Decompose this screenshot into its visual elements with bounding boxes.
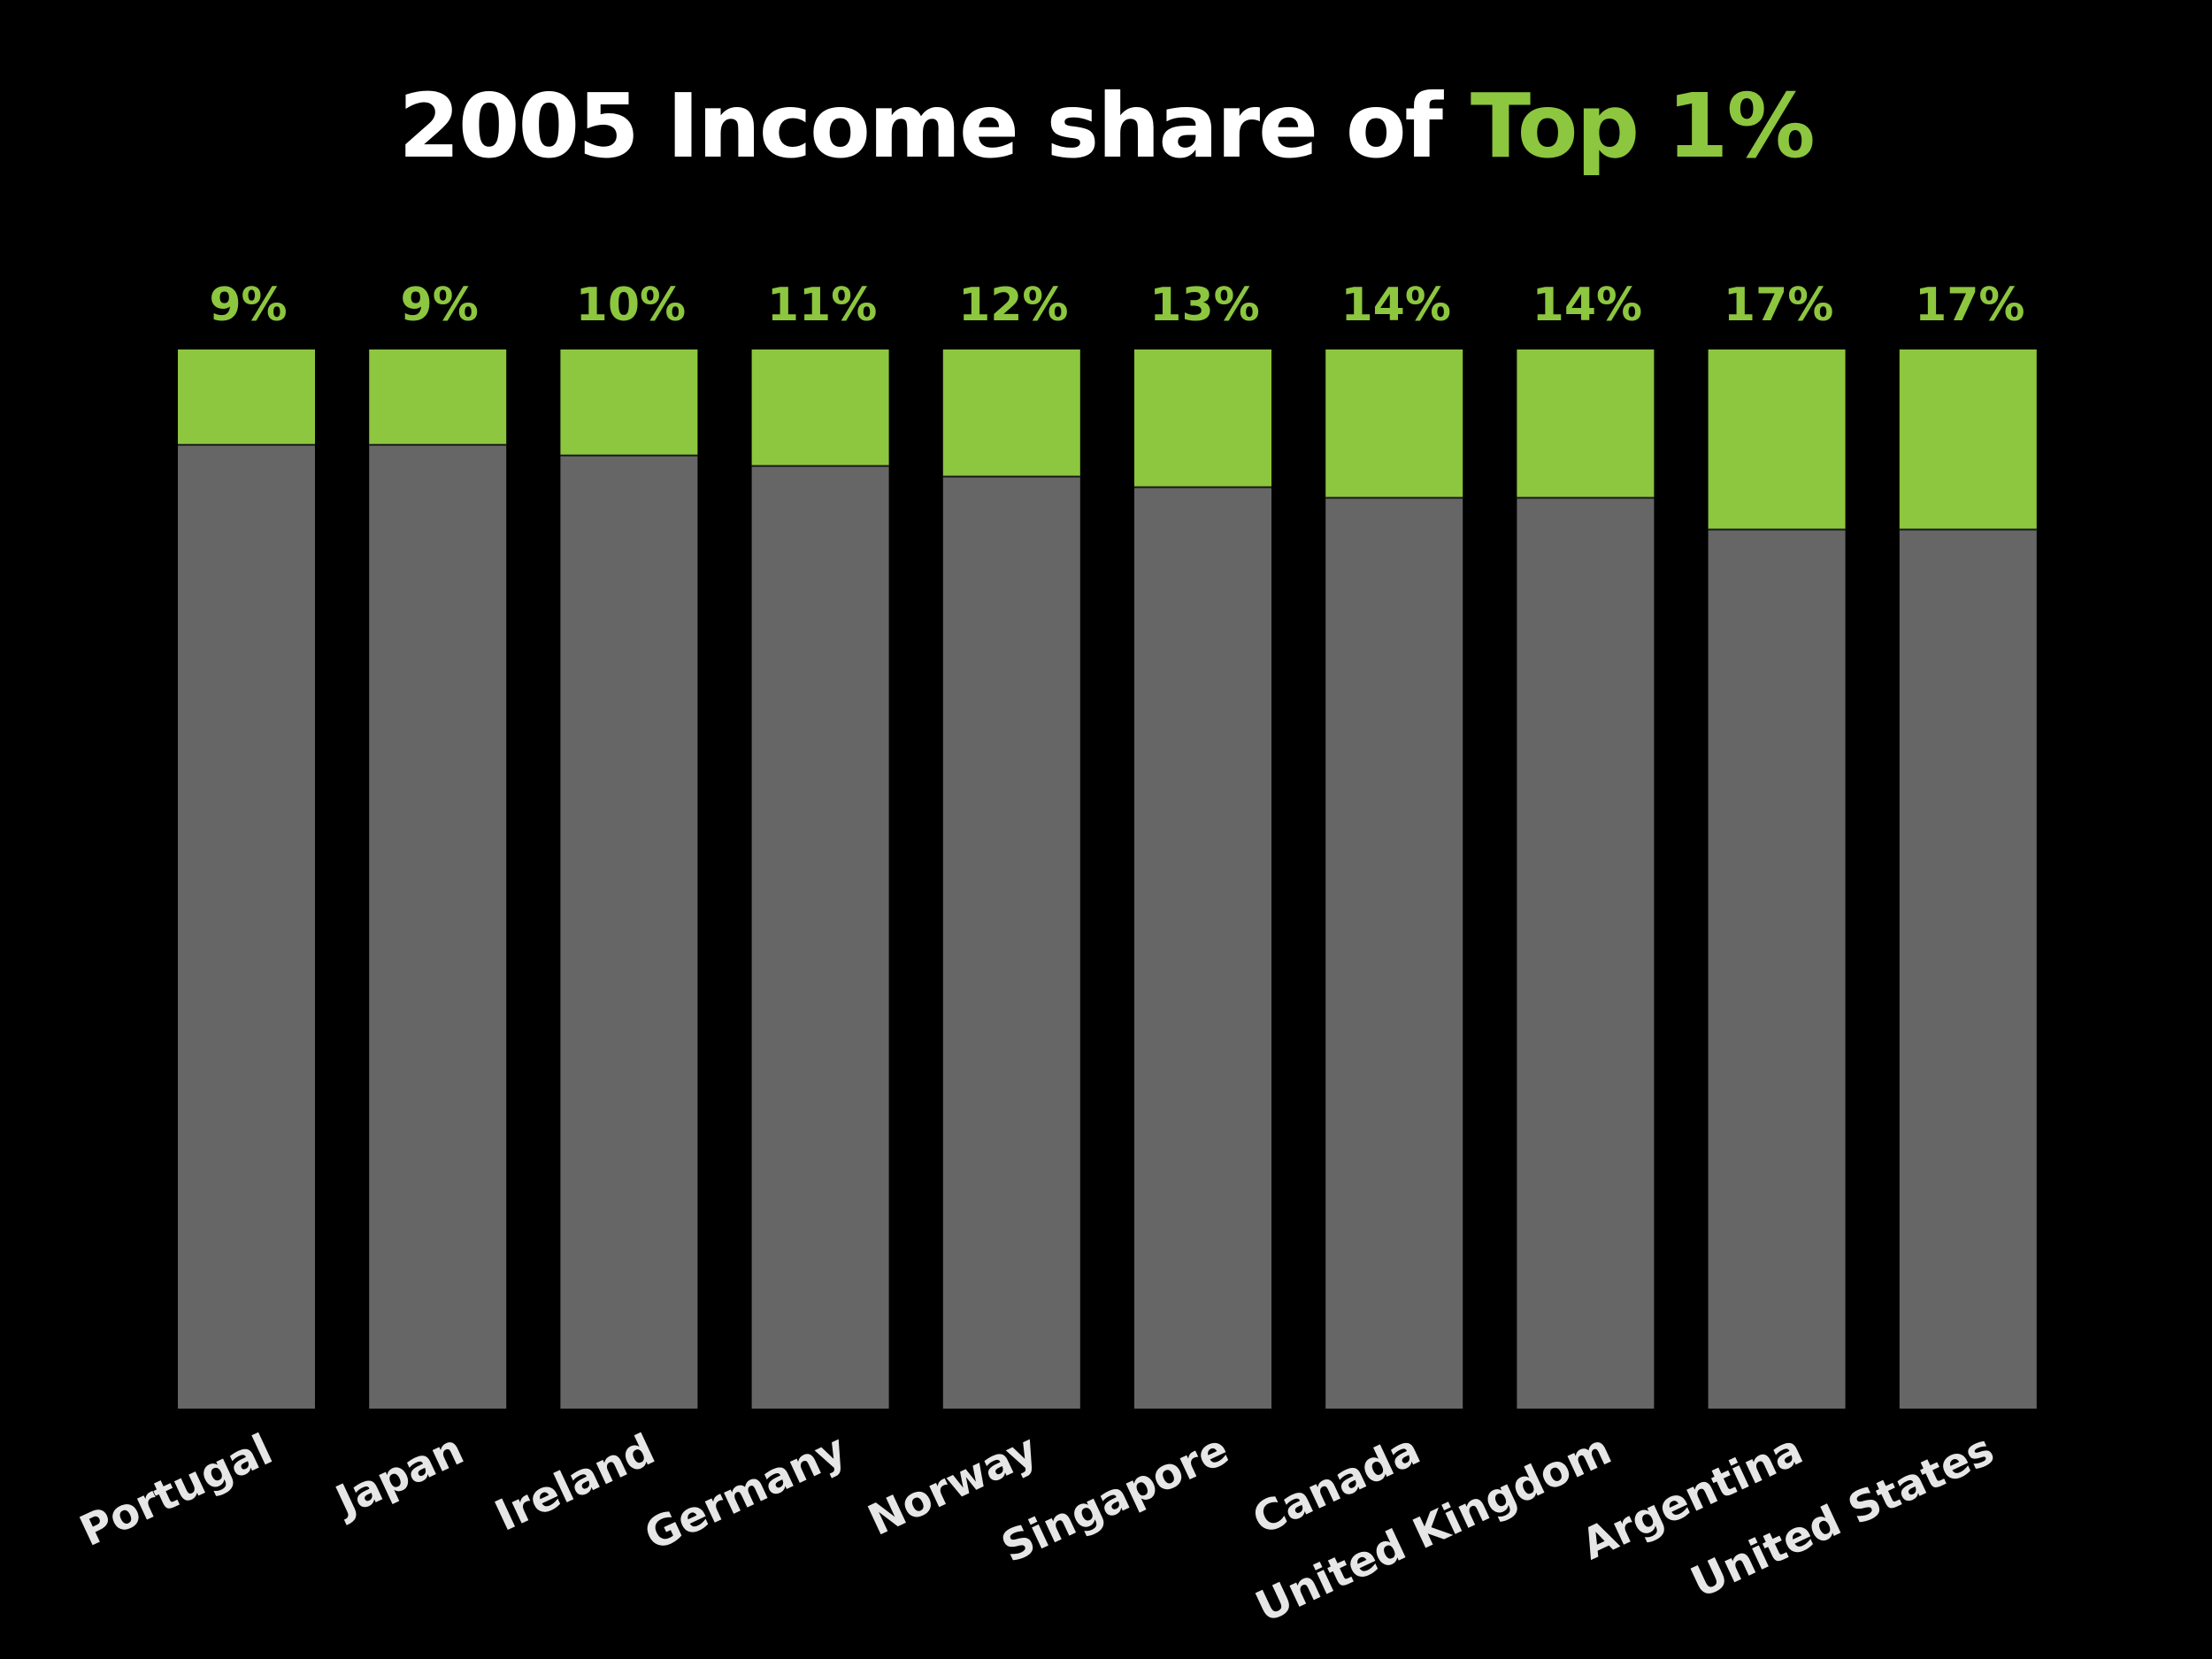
- bar-top-share-segment: [369, 349, 507, 445]
- category-label: Ireland: [488, 1425, 662, 1541]
- chart-title: 2005 Income share of Top 1%: [0, 69, 2212, 184]
- bar-remainder-segment: [1517, 497, 1655, 1409]
- bar-remainder-segment: [1899, 529, 2037, 1409]
- bar-remainder-segment: [560, 455, 698, 1409]
- bar-remainder-segment: [1708, 529, 1846, 1409]
- bar-top-share-segment: [942, 349, 1080, 477]
- bar-group: 12%Norway: [861, 279, 1080, 1546]
- bar-top-share-segment: [751, 349, 889, 466]
- bar-value-label: 17%: [1915, 279, 2024, 332]
- category-label: Portugal: [73, 1425, 280, 1556]
- bar-top-share-segment: [1708, 349, 1846, 530]
- bar-group: 9% Japan: [326, 279, 507, 1527]
- bar-remainder-segment: [942, 476, 1080, 1409]
- category-label: United Kingdom: [1248, 1425, 1619, 1632]
- bar-remainder-segment: [369, 444, 507, 1409]
- bar-top-share-segment: [1899, 349, 2037, 530]
- bar-group: 17%Argentina: [1574, 279, 1846, 1570]
- chart-title-main: 2005 Income share of: [398, 74, 1471, 178]
- bar-group: 9% Portugal: [73, 279, 315, 1556]
- category-label: Germany: [637, 1425, 853, 1561]
- category-label: Japan: [326, 1425, 471, 1527]
- bar-value-label: 9%: [401, 279, 479, 332]
- bar-top-share-segment: [560, 349, 698, 456]
- bar-value-label: 14%: [1340, 279, 1450, 332]
- bar-value-label: 17%: [1724, 279, 1833, 332]
- bar-value-label: 9%: [209, 279, 287, 332]
- bar-top-share-segment: [1517, 349, 1655, 498]
- bar-top-share-segment: [1134, 349, 1271, 488]
- chart-title-accent: Top 1%: [1470, 74, 1816, 178]
- bar-value-label: 11%: [767, 279, 877, 332]
- bar-group: 10% Ireland: [488, 279, 698, 1541]
- bar-remainder-segment: [751, 465, 889, 1409]
- bar-top-share-segment: [178, 349, 315, 445]
- bar-remainder-segment: [1134, 487, 1271, 1409]
- bar-value-label: 10%: [576, 279, 686, 332]
- bar-value-label: 14%: [1532, 279, 1642, 332]
- bar-top-share-segment: [1325, 349, 1463, 498]
- bar-remainder-segment: [1325, 497, 1463, 1409]
- bar-group: 14%Canada: [1245, 279, 1463, 1545]
- bar-value-label: 13%: [1149, 279, 1259, 332]
- bar-value-label: 12%: [958, 279, 1068, 332]
- bar-remainder-segment: [178, 444, 315, 1409]
